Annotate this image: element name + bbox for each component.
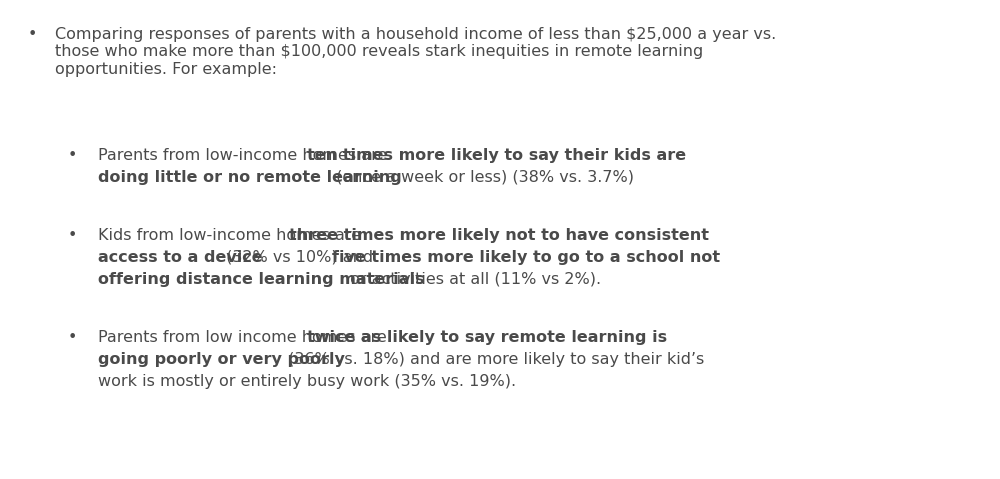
- Text: going poorly or very poorly: going poorly or very poorly: [98, 352, 345, 367]
- Text: (32% vs 10%) and: (32% vs 10%) and: [221, 250, 379, 265]
- Text: Parents from low-income homes are: Parents from low-income homes are: [98, 148, 392, 163]
- Text: (once a week or less) (38% vs. 3.7%): (once a week or less) (38% vs. 3.7%): [331, 170, 634, 185]
- Text: •: •: [68, 228, 77, 243]
- Text: Kids from low-income homes are: Kids from low-income homes are: [98, 228, 366, 243]
- Text: Parents from low income homes are: Parents from low income homes are: [98, 330, 392, 345]
- Text: doing little or no remote learning: doing little or no remote learning: [98, 170, 402, 185]
- Text: ten times more likely to say their kids are: ten times more likely to say their kids …: [307, 148, 686, 163]
- Text: three times more likely not to have consistent: three times more likely not to have cons…: [289, 228, 709, 243]
- Text: •: •: [28, 27, 37, 42]
- Text: twice as likely to say remote learning is: twice as likely to say remote learning i…: [307, 330, 667, 345]
- Text: •: •: [68, 330, 77, 345]
- Text: Comparing responses of parents with a household income of less than $25,000 a ye: Comparing responses of parents with a ho…: [55, 27, 776, 77]
- Text: access to a device: access to a device: [98, 250, 263, 265]
- Text: offering distance learning materials: offering distance learning materials: [98, 272, 424, 287]
- Text: •: •: [68, 148, 77, 163]
- Text: work is mostly or entirely busy work (35% vs. 19%).: work is mostly or entirely busy work (35…: [98, 374, 516, 389]
- Text: (36% vs. 18%) and are more likely to say their kid’s: (36% vs. 18%) and are more likely to say…: [283, 352, 704, 367]
- Text: or activities at all (11% vs 2%).: or activities at all (11% vs 2%).: [345, 272, 601, 287]
- Text: five times more likely to go to a school not: five times more likely to go to a school…: [332, 250, 720, 265]
